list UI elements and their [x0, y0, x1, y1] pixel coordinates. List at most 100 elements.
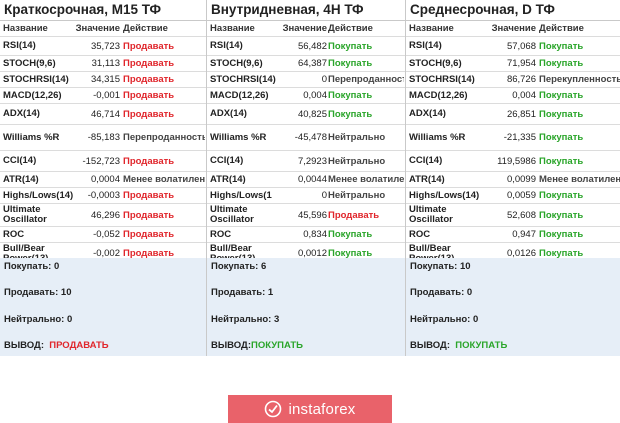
table-row: Ultimate Oscillator 46,296 Продавать — [0, 204, 206, 227]
indicator-action: Продавать — [123, 74, 175, 85]
logo-text: instaforex — [288, 400, 356, 418]
verdict-value: ПРОДАВАТЬ — [49, 340, 109, 351]
indicator-action: Продавать — [123, 229, 175, 240]
indicator-name: STOCH(9,6) — [3, 57, 56, 69]
indicator-action: Покупать — [539, 58, 584, 69]
indicator-value: 35,723 — [90, 40, 120, 52]
indicator-name: ROC — [210, 228, 232, 240]
indicator-name: ROC — [409, 228, 431, 240]
table-row: Highs/Lows(14) -0,0003 Продавать — [0, 188, 206, 204]
indicator-name: Williams %R — [210, 131, 267, 143]
indicator-action: Менее волатилен — [328, 174, 404, 185]
summary-neutral-count: Нейтрально: 0 — [410, 314, 479, 325]
indicator-action: Покупать — [539, 229, 584, 240]
indicator-value: -152,723 — [82, 155, 120, 167]
indicator-name: MACD(12,26) — [409, 89, 468, 101]
indicator-value: 31,113 — [91, 58, 120, 69]
table-row: ATR(14) 0,0004 Менее волатилен — [0, 172, 206, 188]
indicator-name: STOCHRSI(14) — [210, 73, 276, 85]
indicator-value: 57,068 — [506, 40, 536, 52]
indicator-name: RSI(14) — [210, 40, 243, 51]
indicator-name: Ultimate Oscillator — [409, 204, 453, 225]
indicator-action: Продавать — [123, 90, 175, 101]
indicator-action: Продавать — [123, 155, 175, 167]
table-row: ADX(14) 40,825 Покупать — [207, 104, 405, 125]
indicator-value: 0,0012 — [297, 248, 327, 259]
verdict: ВЫВОД:ПОКУПАТЬ — [211, 340, 303, 351]
indicator-value: 0,0126 — [506, 248, 536, 259]
indicator-value: 46,296 — [90, 209, 120, 221]
indicator-action: Покупать — [539, 190, 584, 201]
indicator-action: Покупать — [328, 40, 373, 52]
indicator-name: ADX(14) — [210, 108, 247, 119]
indicator-value: -0,0003 — [87, 190, 120, 201]
verdict-label: ВЫВОД: — [211, 340, 251, 351]
indicator-name: CCI(14) — [409, 155, 443, 166]
summary-sell-count: Продавать: 0 — [410, 287, 473, 298]
verdict-value: ПОКУПАТЬ — [455, 340, 508, 351]
table-row: Highs/Lows(14) 0,0059 Покупать — [406, 188, 620, 204]
verdict: ВЫВОД: ПРОДАВАТЬ — [4, 340, 109, 351]
indicator-action: Покупать — [539, 209, 584, 221]
indicator-value: 0,0099 — [506, 174, 536, 185]
indicator-value: 0,0059 — [506, 190, 536, 201]
indicator-action: Нейтрально — [328, 190, 386, 201]
indicator-action: Продавать — [328, 209, 380, 221]
summary-buy-count: Покупать: 10 — [410, 261, 471, 272]
indicator-value: -0,001 — [93, 90, 120, 101]
panel-title: Внутридневная, 4Н ТФ — [207, 0, 405, 21]
table-header: Название Значение Действие — [406, 21, 620, 37]
indicator-value: 52,608 — [506, 209, 536, 221]
summary-sell-count: Продавать: 10 — [4, 287, 72, 298]
indicator-action: Покупать — [539, 155, 584, 167]
verdict-value: ПОКУПАТЬ — [250, 340, 303, 351]
indicator-value: 64,387 — [297, 58, 327, 69]
summary-neutral-count: Нейтрально: 0 — [4, 314, 73, 325]
indicator-value: 119,5986 — [497, 155, 536, 167]
indicator-name: STOCH(9,6) — [210, 57, 263, 69]
table-row: Highs/Lows(1 0 Нейтрально — [207, 188, 405, 204]
summary-neutral-count: Нейтрально: 3 — [211, 314, 280, 325]
indicator-action: Покупать — [328, 90, 373, 101]
indicator-value: 26,851 — [506, 108, 536, 120]
indicator-name: ROC — [3, 228, 25, 240]
table-row: ADX(14) 26,851 Покупать — [406, 104, 620, 125]
table-header: Название Значение Действие — [0, 21, 206, 37]
table-row: ROC 0,834 Покупать — [207, 227, 405, 243]
indicator-action: Покупать — [328, 108, 373, 120]
indicator-name: Ultimate Oscillator — [210, 204, 254, 225]
indicator-name: Highs/Lows(1 — [210, 189, 272, 201]
indicator-name: STOCHRSI(14) — [3, 73, 69, 85]
indicator-tables: Краткосрочная, M15 ТФ Название Значение Дей… — [0, 0, 620, 356]
summary-sell-count: Продавать: 1 — [211, 287, 274, 298]
indicator-action: Покупать — [539, 40, 584, 52]
column-header-name: Название — [409, 22, 454, 34]
verdict-label: ВЫВОД: — [4, 340, 44, 351]
indicator-action: Менее волатилен — [123, 174, 205, 185]
indicator-name: STOCH(9,6) — [409, 57, 462, 69]
table-header: Название Значение Действие — [207, 21, 405, 37]
summary-box: Покупать: 10 Продавать: 0 Нейтрально: 0 ВЫВ… — [406, 258, 620, 356]
indicator-action: Продавать — [123, 40, 175, 52]
indicator-action: Нейтрально — [328, 132, 386, 143]
column-header-name: Название — [210, 22, 255, 34]
indicator-action: Нейтрально — [328, 155, 386, 167]
indicator-action: Перепроданность — [328, 74, 404, 85]
indicator-name: Highs/Lows(14) — [3, 189, 74, 201]
table-row: MACD(12,26) 0,004 Покупать — [207, 88, 405, 104]
table-row: Williams %R -85,183 Перепроданность — [0, 125, 206, 151]
column-header-value: Значение — [282, 23, 327, 34]
indicator-value: 45,596 — [297, 209, 327, 221]
indicator-action: Продавать — [123, 108, 175, 120]
indicator-action: Перепроданность — [123, 132, 205, 143]
column-header-action: Действие — [539, 23, 584, 34]
indicator-value: 0,004 — [512, 90, 536, 101]
indicator-name: Ultimate Oscillator — [3, 204, 47, 225]
table-row: RSI(14) 56,482 Покупать — [207, 37, 405, 56]
summary-buy-count: Покупать: 0 — [4, 261, 60, 272]
indicator-name: ATR(14) — [210, 173, 246, 185]
indicator-value: 0 — [321, 74, 327, 85]
indicator-value: 7,2923 — [297, 155, 327, 167]
indicator-value: -0,002 — [93, 248, 120, 259]
indicator-action: Продавать — [123, 248, 175, 259]
